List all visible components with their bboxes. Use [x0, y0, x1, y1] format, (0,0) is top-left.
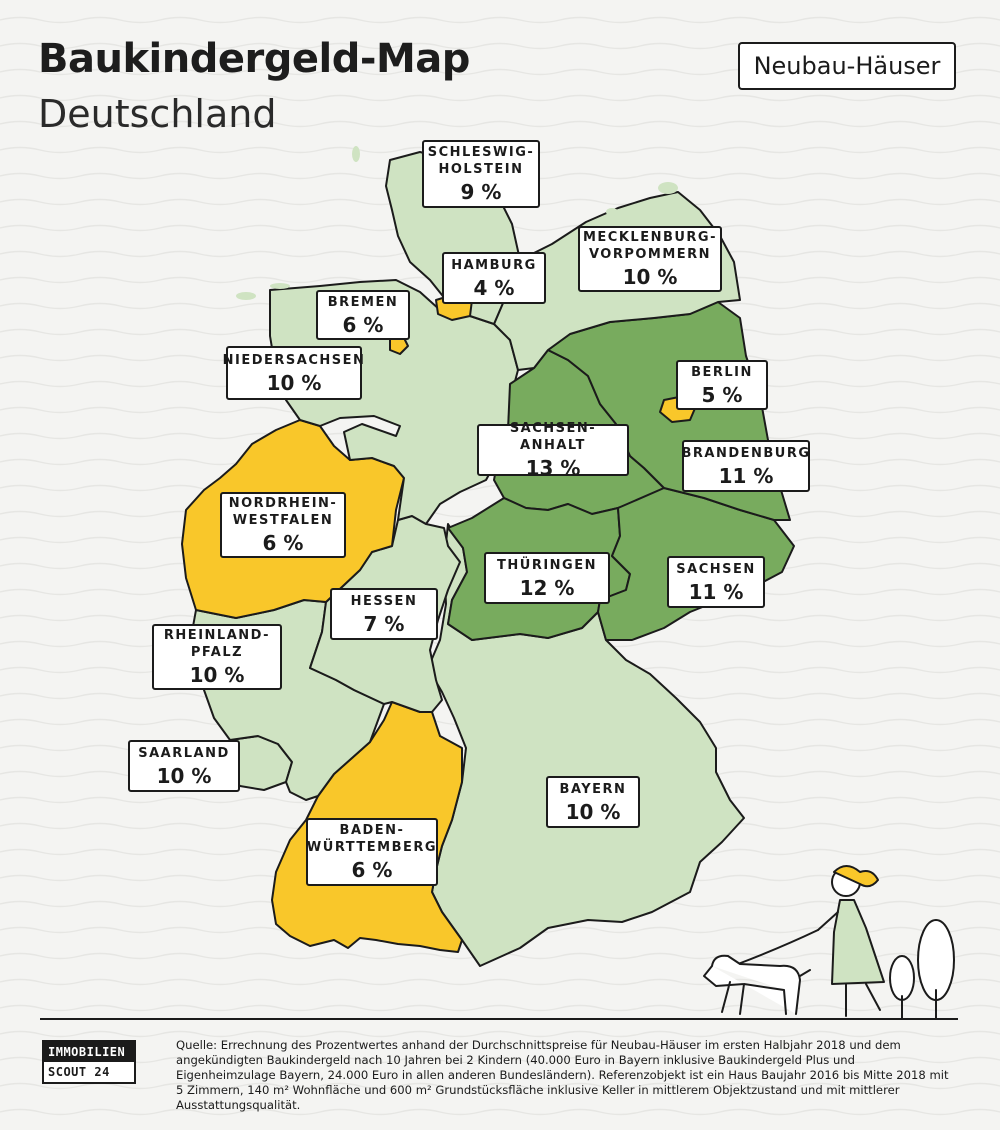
- tree-icon: [889, 955, 915, 1001]
- state-name: NORDRHEIN- WESTFALEN: [228, 496, 338, 528]
- island-shape: [352, 146, 360, 162]
- state-label-hessen[interactable]: HESSEN 7 %: [330, 588, 438, 640]
- island-shape: [658, 182, 678, 194]
- state-percentage: 9 %: [460, 180, 502, 204]
- state-label-nordrhein-westfalen[interactable]: NORDRHEIN- WESTFALEN 6 %: [220, 492, 346, 558]
- state-label-sachsen[interactable]: SACHSEN 11 %: [667, 556, 765, 608]
- state-name: HESSEN: [350, 593, 418, 609]
- illustration: [703, 865, 955, 1019]
- state-name: BREMEN: [327, 294, 399, 310]
- category-badge: Neubau-Häuser: [738, 42, 956, 90]
- state-label-bremen[interactable]: BREMEN 6 %: [316, 290, 410, 340]
- state-label-niedersachsen[interactable]: NIEDERSACHSEN 10 %: [223, 346, 364, 400]
- state-label-rheinland-pfalz[interactable]: RHEINLAND- PFALZ 10 %: [152, 624, 282, 690]
- source-note: Quelle: Errechnung des Prozentwertes anh…: [176, 1038, 949, 1112]
- state-percentage: 13 %: [525, 456, 581, 480]
- state-name: HAMBURG: [451, 257, 537, 273]
- state-name: SACHSEN: [676, 561, 756, 577]
- state-percentage: 12 %: [519, 575, 575, 600]
- state-name: BADEN- WÜRTTEMBERG: [306, 823, 438, 855]
- tree-icon: [917, 919, 955, 1001]
- state-name: NIEDERSACHSEN: [222, 352, 366, 368]
- dog-icon: [703, 954, 811, 1015]
- state-percentage: 6 %: [342, 312, 384, 337]
- state-name: MECKLENBURG- VORPOMMERN: [582, 230, 718, 262]
- state-name: SAARLAND: [138, 745, 230, 761]
- state-percentage: 10 %: [156, 763, 212, 788]
- ground-line: [40, 1018, 958, 1020]
- state-label-berlin[interactable]: BERLIN 5 %: [676, 360, 768, 410]
- state-label-thueringen[interactable]: THÜRINGEN 12 %: [484, 552, 610, 604]
- state-percentage: 10 %: [189, 663, 245, 687]
- logo-line-2: SCOUT 24: [44, 1062, 134, 1082]
- immobilienscout24-logo: IMMOBILIEN SCOUT 24: [42, 1040, 136, 1084]
- state-name: BERLIN: [691, 364, 753, 380]
- state-percentage: 11 %: [718, 463, 774, 488]
- state-name: SACHSEN-ANHALT: [509, 421, 597, 453]
- state-label-saarland[interactable]: SAARLAND 10 %: [128, 740, 240, 792]
- state-label-bayern[interactable]: BAYERN 10 %: [546, 776, 640, 828]
- state-percentage: 10 %: [565, 799, 621, 824]
- state-percentage: 7 %: [363, 611, 405, 636]
- state-percentage: 4 %: [473, 275, 515, 300]
- state-percentage: 6 %: [351, 858, 393, 882]
- state-label-baden-wuerttemberg[interactable]: BADEN- WÜRTTEMBERG 6 %: [306, 818, 438, 886]
- state-label-schleswig-holstein[interactable]: SCHLESWIG- HOLSTEIN 9 %: [422, 140, 540, 208]
- island-shape: [270, 283, 290, 289]
- girl-dress-icon: [831, 899, 885, 985]
- state-percentage: 10 %: [266, 370, 322, 395]
- state-label-hamburg[interactable]: HAMBURG 4 %: [442, 252, 546, 304]
- state-name: BRANDENBURG: [681, 445, 811, 461]
- map-title: Baukindergeld-Map: [38, 36, 470, 82]
- state-percentage: 6 %: [262, 531, 304, 555]
- state-name: RHEINLAND- PFALZ: [163, 628, 271, 660]
- state-percentage: 11 %: [688, 579, 744, 604]
- state-label-mecklenburg-vorpommern[interactable]: MECKLENBURG- VORPOMMERN 10 %: [578, 226, 722, 292]
- state-label-brandenburg[interactable]: BRANDENBURG 11 %: [681, 440, 811, 492]
- logo-line-1: IMMOBILIEN: [44, 1042, 134, 1062]
- island-shape: [236, 292, 256, 300]
- map-subtitle: Deutschland: [38, 92, 277, 136]
- state-name: THÜRINGEN: [497, 557, 597, 573]
- state-percentage: 5 %: [701, 382, 743, 407]
- state-percentage: 10 %: [622, 265, 678, 289]
- state-name: BAYERN: [559, 781, 627, 797]
- state-label-sachsen-anhalt[interactable]: SACHSEN-ANHALT 13 %: [477, 421, 629, 480]
- state-name: SCHLESWIG- HOLSTEIN: [427, 145, 535, 177]
- island-shape: [606, 208, 618, 216]
